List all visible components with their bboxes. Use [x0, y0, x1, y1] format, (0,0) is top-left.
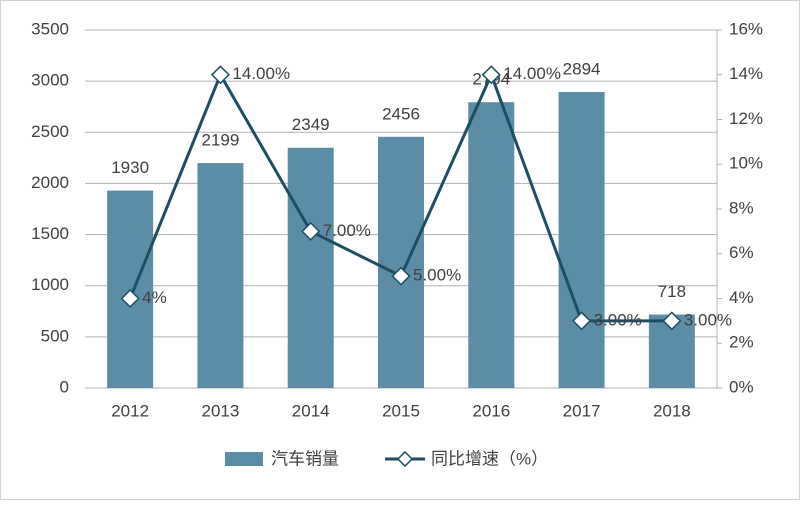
line-marker	[120, 288, 140, 309]
y2-tick-label: 16%	[729, 19, 763, 38]
line-value-label: 14.00%	[503, 64, 561, 83]
y2-tick-label: 4%	[729, 288, 754, 307]
line-marker	[301, 221, 321, 241]
line-marker	[391, 266, 411, 286]
y2-tick-label: 6%	[729, 243, 754, 262]
bar-value-label: 2349	[292, 115, 330, 134]
x-tick-label: 2014	[292, 401, 330, 420]
bar-value-label: 1930	[111, 158, 149, 177]
line-marker	[481, 65, 501, 85]
bar	[468, 102, 515, 388]
line-marker	[572, 311, 592, 331]
y-tick-label: 1000	[31, 275, 69, 294]
legend-swatch-marker	[396, 450, 414, 468]
legend-label: 汽车销量	[271, 449, 339, 468]
bar	[558, 91, 605, 389]
x-tick-label: 2013	[202, 401, 240, 420]
line-value-label: 5.00%	[413, 266, 461, 285]
y-tick-label: 0	[60, 377, 69, 396]
y2-tick-label: 14%	[729, 64, 763, 83]
line-marker	[662, 311, 682, 331]
line-value-label: 7.00%	[323, 221, 371, 240]
y2-tick-label: 12%	[729, 109, 763, 128]
bar-value-label: 2199	[202, 131, 240, 150]
line-value-label: 14.00%	[232, 64, 290, 83]
bar	[287, 147, 334, 388]
x-tick-label: 2016	[472, 401, 510, 420]
bar	[197, 163, 244, 388]
y-tick-label: 1500	[31, 224, 69, 243]
x-tick-label: 2012	[111, 401, 149, 420]
y2-tick-label: 8%	[729, 198, 754, 217]
legend-label: 同比增速（%）	[431, 449, 548, 468]
x-tick-label: 2018	[653, 401, 691, 420]
bar-value-label: 2456	[382, 104, 420, 123]
y-tick-label: 500	[41, 326, 69, 345]
x-tick-label: 2017	[563, 401, 601, 420]
line-value-label: 4%	[142, 288, 167, 307]
bar	[378, 136, 424, 388]
line-value-label: 3.00%	[684, 310, 732, 329]
bar-value-label: 718	[658, 282, 686, 301]
y-tick-label: 3000	[31, 71, 69, 90]
y2-tick-label: 0%	[729, 377, 754, 396]
bar-value-label: 2894	[563, 59, 601, 78]
y-tick-label: 2500	[31, 122, 69, 141]
y-tick-label: 3500	[31, 19, 69, 38]
y2-tick-label: 2%	[729, 333, 754, 352]
legend-swatch	[225, 452, 263, 466]
line-value-label: 3.00%	[594, 310, 642, 329]
y-tick-label: 2000	[31, 173, 69, 192]
x-tick-label: 2015	[382, 401, 420, 420]
line-marker	[210, 65, 230, 85]
y2-tick-label: 10%	[729, 154, 763, 173]
